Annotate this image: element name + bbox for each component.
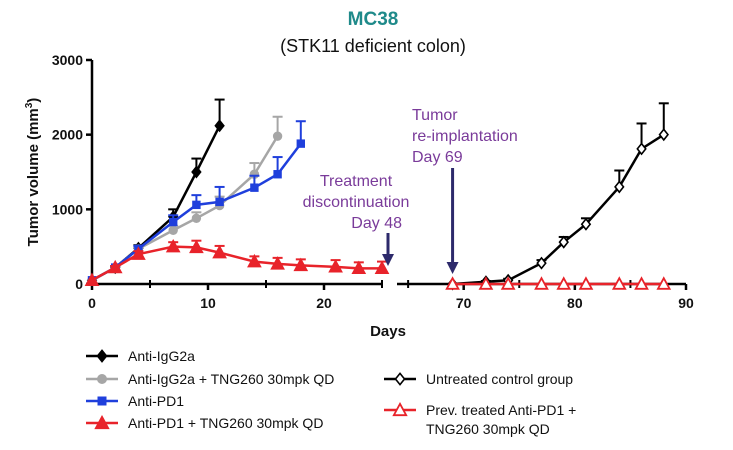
data-point: [634, 276, 649, 290]
annotation-text-line: Treatment: [320, 173, 393, 190]
y-tick-label: 0: [75, 276, 83, 292]
chart-title: MC38: [348, 9, 399, 30]
data-point: [500, 276, 516, 290]
data-point: [215, 197, 224, 207]
legend-label: TNG260 30mpk QD: [426, 421, 550, 437]
series-line: [452, 133, 665, 286]
data-point: [131, 246, 146, 260]
data-point: [296, 139, 305, 148]
data-point: [272, 131, 283, 141]
annotation-text-line: re-implantation: [412, 128, 518, 145]
data-point: [214, 119, 225, 133]
legend-item-4: Untreated control group: [384, 371, 573, 387]
data-point: [189, 239, 204, 254]
x-tick-label: 70: [456, 295, 472, 311]
annotation-text-line: Day 69: [412, 149, 463, 166]
legend-swatch-marker: [394, 372, 406, 386]
legend-item-0: Anti-IgG2a: [86, 348, 195, 364]
x-tick-label: 90: [678, 295, 694, 311]
series-3: [84, 238, 390, 286]
legend-swatch-marker: [94, 414, 110, 430]
legend-label: Anti-IgG2a + TNG260 30mpk QD: [128, 371, 334, 387]
annotation-text-line: Tumor: [412, 107, 458, 124]
data-point: [212, 244, 227, 259]
legend-swatch-marker: [96, 349, 108, 363]
data-point: [168, 225, 178, 235]
data-point: [192, 200, 201, 210]
legend-item-5: Prev. treated Anti-PD1 + TNG260 30mpk QD: [384, 401, 576, 437]
data-point: [107, 259, 123, 274]
legend-label: Prev. treated Anti-PD1 +: [426, 402, 576, 418]
y-axis-label-sup: 3: [24, 102, 35, 108]
series-0: [86, 98, 225, 287]
data-point: [165, 238, 181, 253]
x-tick-label: 80: [567, 295, 583, 311]
data-point: [191, 165, 202, 179]
annotation-text-line: discontinuation: [303, 194, 410, 211]
y-axis-label: Tumor volume (mm3): [24, 98, 42, 247]
data-point: [534, 276, 549, 290]
y-tick-label: 2000: [52, 127, 83, 143]
plot-area: 0 1000 2000 3000 0 10 20 70 80 90 Treatment discont…: [52, 52, 694, 311]
data-point: [445, 276, 460, 290]
data-point: [247, 253, 262, 268]
annotation-0: Treatment discontinuation Day 48: [303, 173, 410, 266]
chart-subtitle: (STK11 deficient colon): [280, 36, 466, 56]
annotation-text-line: Day 48: [351, 215, 402, 232]
data-point: [558, 235, 569, 249]
legend-item-2: Anti-PD1: [86, 393, 184, 409]
legend-label: Anti-IgG2a: [128, 348, 195, 364]
x-axis-label: Days: [370, 323, 406, 340]
y-axis-label-close: ): [25, 98, 42, 103]
y-tick-label: 3000: [52, 52, 83, 68]
series-line: [91, 135, 279, 282]
y-tick-label: 1000: [52, 201, 83, 217]
annotation-arrow-head: [382, 254, 394, 266]
data-point: [270, 256, 285, 270]
data-point: [374, 260, 390, 275]
data-point: [578, 276, 594, 290]
data-point: [84, 272, 100, 286]
data-point: [478, 276, 494, 290]
data-point: [273, 170, 282, 179]
data-point: [658, 128, 669, 142]
annotation-1: Tumor re-implantation Day 69: [412, 107, 518, 274]
data-point: [250, 183, 259, 192]
data-point: [351, 260, 367, 275]
data-point: [580, 217, 592, 231]
data-point: [328, 259, 343, 273]
legend-label: Anti-PD1: [128, 393, 184, 409]
data-point: [614, 180, 625, 194]
data-point: [191, 213, 202, 223]
data-point: [536, 256, 547, 270]
data-point: [293, 257, 309, 272]
legend-swatch-marker: [97, 374, 107, 384]
annotation-arrow-head: [446, 262, 459, 274]
y-axis-label-main: Tumor volume (mm: [25, 108, 42, 246]
data-point: [636, 142, 647, 156]
data-point: [611, 276, 627, 290]
data-point: [556, 276, 572, 290]
legend-label: Anti-PD1 + TNG260 30mpk QD: [128, 415, 323, 431]
legend-swatch-marker: [97, 396, 107, 406]
x-tick-label: 20: [316, 295, 332, 311]
data-point: [656, 276, 672, 290]
x-tick-label: 0: [88, 295, 96, 311]
legend-item-1: Anti-IgG2a + TNG260 30mpk QD: [86, 371, 334, 387]
series-5: [445, 276, 672, 290]
legend-swatch-marker: [392, 401, 408, 417]
legend-item-3: Anti-PD1 + TNG260 30mpk QD: [86, 414, 323, 431]
data-point: [169, 217, 178, 227]
x-tick-label: 10: [200, 295, 216, 311]
legend: Anti-IgG2a Anti-IgG2a + TNG260 30mpk QD An…: [86, 348, 576, 437]
legend-label: Untreated control group: [426, 371, 573, 387]
